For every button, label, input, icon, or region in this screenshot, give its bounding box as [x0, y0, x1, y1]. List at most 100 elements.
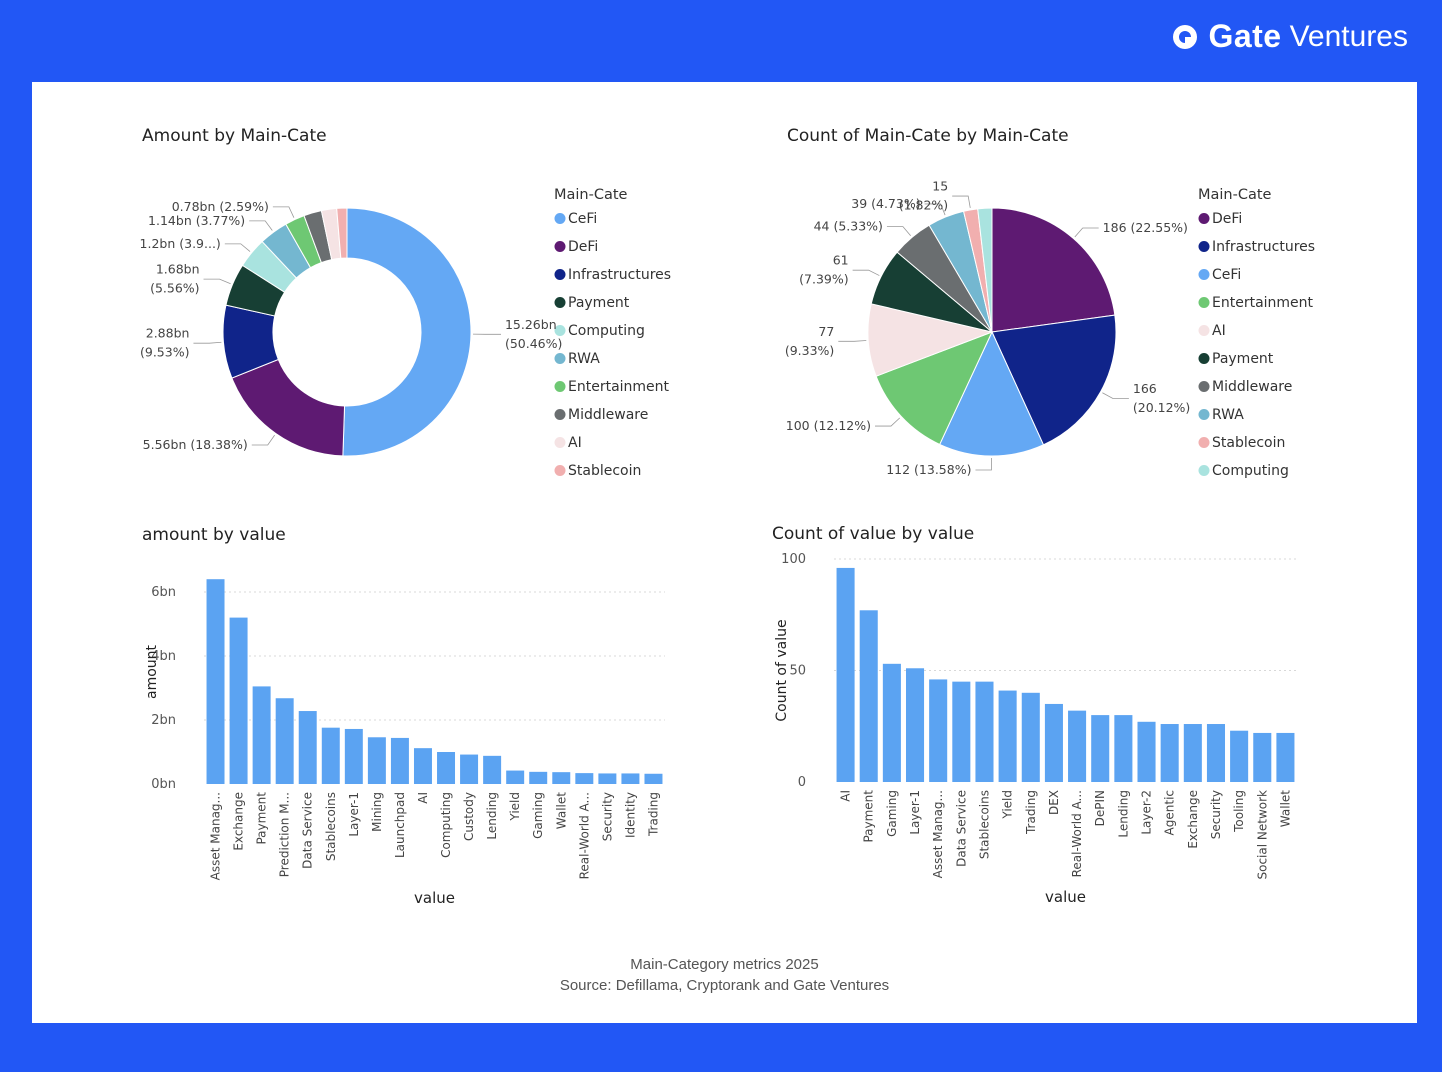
- legend-swatch: [554, 437, 566, 448]
- charts-canvas: Amount by Main-Cate Main-Cate CeFi DeFi Infr…: [140, 126, 1316, 907]
- y-tick-label: 6bn: [151, 585, 176, 600]
- x-tick-label: Computing: [439, 792, 453, 858]
- bar: [506, 770, 525, 784]
- y-tick-label: 0: [798, 775, 806, 790]
- bar: [621, 773, 640, 784]
- caption-line-1: Main-Category metrics 2025: [630, 956, 819, 973]
- x-tick-label: Exchange: [1186, 790, 1200, 849]
- bar: [859, 610, 878, 782]
- gate-logo-icon: [1173, 24, 1198, 49]
- leader-line: [272, 206, 295, 218]
- data-label: 112 (13.58%): [886, 462, 971, 477]
- y-tick-label: 100: [781, 552, 806, 567]
- bar: [1276, 732, 1295, 782]
- x-tick-label: Mining: [370, 792, 384, 832]
- caption-line-2: Source: Defillama, Cryptorank and Gate V…: [559, 977, 890, 994]
- pie-slice-defi: [991, 207, 1116, 333]
- x-tick-label: Prediction M...: [278, 792, 292, 877]
- data-label: 1.2bn (3.9...): [140, 236, 221, 251]
- x-tick-label: Layer-1: [347, 792, 361, 837]
- x-tick-label: DEX: [1047, 790, 1061, 815]
- bar-chart: Count of value by value 0 50 100 AI Payment Ga…: [772, 524, 1297, 906]
- legend-swatch: [1198, 465, 1210, 476]
- data-label: 186 (22.55%): [1103, 220, 1188, 235]
- bar: [1021, 692, 1040, 782]
- data-label: 100 (12.12%): [786, 418, 871, 433]
- data-label: (7.39%): [799, 272, 848, 287]
- legend-swatch: [1198, 437, 1210, 448]
- bar-chart: amount by value 0bn 2bn 4bn 6bn Asset Manag..…: [142, 525, 665, 907]
- x-tick-label: Real-World A...: [577, 792, 591, 879]
- bar: [390, 737, 409, 784]
- legend-swatch: [1198, 409, 1210, 420]
- x-tick-label: Payment: [862, 790, 876, 843]
- pie-slice-cefi: [939, 330, 1045, 457]
- legend-title: Main-Cate: [554, 187, 628, 203]
- bar: [905, 668, 925, 782]
- bar: [1091, 715, 1110, 782]
- bar: [483, 755, 502, 784]
- data-label: (20.12%): [1133, 400, 1190, 415]
- legend-item: Stablecoin: [1212, 435, 1285, 451]
- leader-line: [1074, 227, 1099, 238]
- x-tick-label: Asset Manag...: [931, 790, 945, 878]
- leader-line: [203, 278, 231, 285]
- x-tick-label: AI: [839, 790, 853, 802]
- legend-title: Main-Cate: [1198, 187, 1272, 203]
- data-label: (9.53%): [140, 345, 189, 360]
- x-tick-label: DePIN: [1093, 790, 1107, 826]
- x-tick-label: Exchange: [232, 792, 246, 851]
- legend-swatch: [554, 269, 566, 280]
- pie-chart: Count of Main-Cate by Main-Cate Main-Cate…: [787, 126, 1315, 479]
- data-label: 15.26bn: [505, 317, 557, 332]
- bar: [882, 663, 901, 782]
- x-tick-label: Security: [1209, 790, 1223, 839]
- data-label: 166: [1133, 381, 1157, 396]
- data-label: (50.46%): [505, 336, 562, 351]
- pie-slice-defi: [231, 358, 346, 457]
- pie-slice-entertainment: [875, 331, 993, 446]
- pie-chart: Amount by Main-Cate Main-Cate CeFi DeFi Infr…: [142, 126, 671, 479]
- y-axis-label: Count of value: [774, 619, 790, 721]
- leader-line: [193, 341, 222, 344]
- legend-item: Stablecoin: [568, 463, 641, 479]
- data-label: 61: [833, 253, 849, 268]
- x-tick-label: Gaming: [531, 792, 545, 839]
- x-tick-label: Tooling: [1232, 790, 1246, 833]
- bar: [298, 711, 317, 784]
- x-tick-label: Social Network: [1255, 790, 1269, 880]
- leader-line: [224, 243, 251, 252]
- brand-suffix: Ventures: [1289, 19, 1408, 53]
- chart-title: Count of value by value: [772, 524, 974, 544]
- bar: [344, 728, 363, 784]
- bar: [952, 681, 971, 782]
- legend-item: AI: [568, 435, 582, 451]
- leader-line: [1102, 392, 1129, 399]
- data-label: 44 (5.33%): [814, 219, 883, 234]
- bar: [1206, 724, 1226, 782]
- legend-swatch: [1198, 297, 1210, 308]
- legend-item: Payment: [568, 295, 630, 311]
- legend-item: Infrastructures: [568, 267, 671, 283]
- y-axis-label: amount: [144, 644, 160, 699]
- x-tick-label: Wallet: [554, 792, 568, 830]
- bar: [575, 773, 594, 784]
- legend-swatch: [554, 297, 566, 308]
- legend-item: Computing: [568, 323, 645, 339]
- data-label: (5.56%): [150, 281, 199, 296]
- leader-line: [924, 203, 946, 216]
- x-tick-label: Layer-1: [908, 790, 922, 835]
- x-tick-label: Lending: [1116, 790, 1130, 838]
- legend-swatch: [554, 381, 566, 392]
- data-label: 0.78bn (2.59%): [172, 199, 269, 214]
- x-tick-label: Security: [600, 792, 614, 841]
- legend-item: RWA: [1212, 407, 1244, 423]
- leader-line: [838, 340, 867, 342]
- bar: [929, 679, 948, 782]
- x-tick-label: Asset Manag...: [209, 792, 223, 880]
- bar: [1230, 730, 1249, 782]
- brand-logo: Gate Ventures: [1170, 18, 1408, 55]
- leader-line: [875, 417, 901, 427]
- x-tick-label: Gaming: [885, 790, 899, 837]
- legend-item: DeFi: [568, 239, 598, 255]
